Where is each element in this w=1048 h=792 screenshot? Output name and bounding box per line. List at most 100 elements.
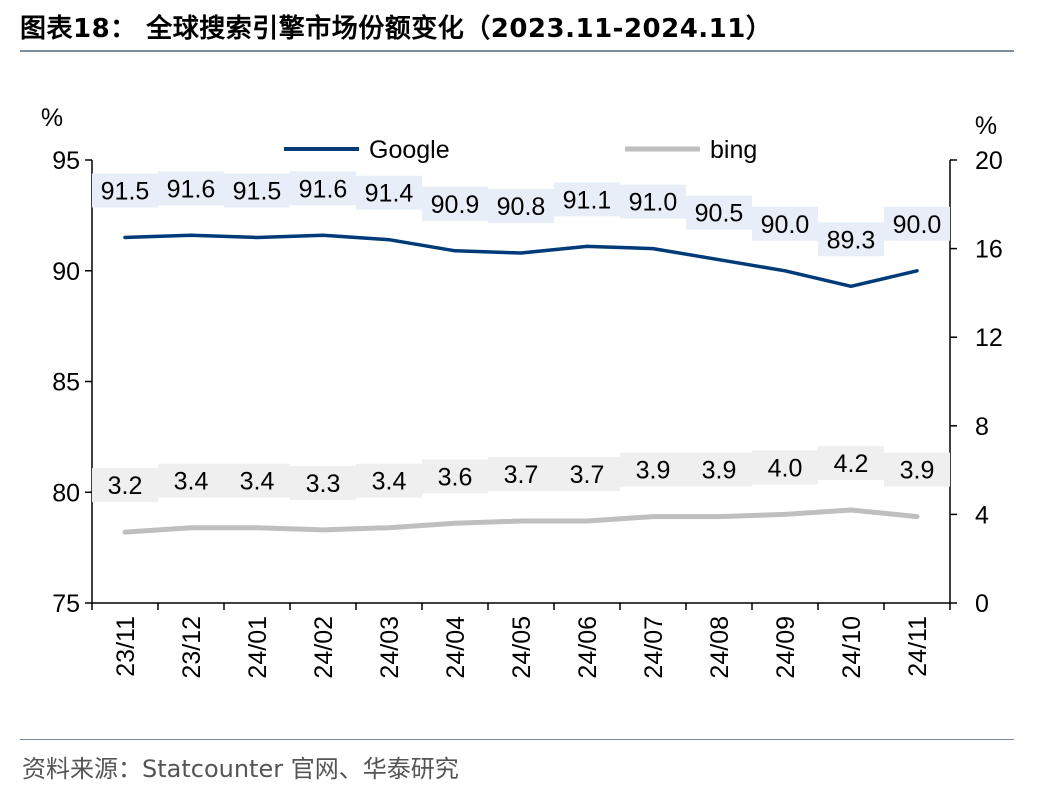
data-label: 3.9 bbox=[636, 457, 671, 485]
right-axis-tick-label: 20 bbox=[975, 147, 1003, 175]
x-axis-tick-label: 23/11 bbox=[112, 616, 140, 677]
left-axis-tick-label: 75 bbox=[52, 590, 80, 618]
data-label: 3.9 bbox=[900, 457, 935, 485]
right-axis-tick-label: 8 bbox=[975, 413, 989, 441]
data-label: 90.5 bbox=[695, 200, 744, 228]
data-label: 3.4 bbox=[372, 468, 407, 496]
bing-point bbox=[915, 514, 919, 519]
data-label-box bbox=[884, 206, 950, 241]
data-label-box bbox=[290, 465, 356, 500]
data-label-box bbox=[488, 457, 554, 492]
data-label-box bbox=[224, 173, 290, 208]
data-label-box bbox=[92, 468, 158, 503]
data-label: 89.3 bbox=[827, 226, 876, 254]
data-label-box bbox=[884, 452, 950, 487]
left-axis-tick-label: 95 bbox=[52, 147, 80, 175]
bing-point bbox=[189, 525, 193, 530]
x-axis-tick-label: 24/04 bbox=[442, 616, 470, 679]
data-label-box bbox=[686, 195, 752, 230]
data-label: 90.0 bbox=[761, 211, 810, 239]
data-label: 3.6 bbox=[438, 463, 473, 491]
right-axis-tick-label: 16 bbox=[975, 236, 1003, 264]
data-label-box bbox=[818, 445, 884, 480]
bing-point bbox=[321, 527, 325, 532]
google-point bbox=[849, 284, 853, 288]
data-label-box bbox=[224, 463, 290, 498]
footer-divider bbox=[20, 739, 1014, 740]
google-point bbox=[717, 258, 721, 262]
data-label: 3.4 bbox=[174, 468, 209, 496]
google-point bbox=[387, 238, 391, 242]
x-axis-tick-label: 24/08 bbox=[706, 616, 734, 679]
data-label: 4.2 bbox=[834, 450, 869, 478]
legend-label-google: Google bbox=[369, 136, 450, 164]
left-axis-unit: % bbox=[41, 104, 63, 132]
data-label-box bbox=[422, 459, 488, 494]
source-note: 资料来源：Statcounter 官网、华泰研究 bbox=[22, 755, 459, 783]
series-lines bbox=[122, 233, 920, 535]
x-axis-tick-label: 23/12 bbox=[178, 616, 206, 679]
bing-point bbox=[651, 514, 655, 519]
bing-point bbox=[849, 507, 853, 512]
right-axis-tick-label: 0 bbox=[975, 590, 989, 618]
bing-point bbox=[717, 514, 721, 519]
data-label-box bbox=[488, 189, 554, 224]
google-point bbox=[189, 233, 193, 237]
data-label-box bbox=[620, 184, 686, 219]
data-label: 3.3 bbox=[306, 470, 341, 498]
data-label: 91.6 bbox=[299, 175, 348, 203]
bing-point bbox=[519, 519, 523, 524]
title-divider bbox=[20, 50, 1014, 52]
right-axis-tick-label: 12 bbox=[975, 324, 1003, 352]
data-label: 90.8 bbox=[497, 193, 546, 221]
data-label: 3.9 bbox=[702, 457, 737, 485]
data-label-box bbox=[620, 452, 686, 487]
data-label: 91.0 bbox=[629, 189, 678, 217]
page-title: 图表18： 全球搜索引擎市场份额变化（2023.11-2024.11） bbox=[20, 14, 773, 44]
data-label-box bbox=[290, 171, 356, 206]
data-label: 91.5 bbox=[233, 178, 282, 206]
x-axis-tick-label: 24/10 bbox=[838, 616, 866, 679]
left-axis-tick-label: 85 bbox=[52, 369, 80, 397]
data-label: 91.5 bbox=[101, 178, 150, 206]
data-label-box bbox=[554, 182, 620, 217]
bing-point bbox=[453, 521, 457, 526]
google-point bbox=[453, 249, 457, 253]
data-label: 90.9 bbox=[431, 191, 480, 219]
bing-point bbox=[783, 512, 787, 517]
data-label: 3.4 bbox=[240, 468, 275, 496]
bing-point bbox=[123, 530, 127, 535]
google-point bbox=[783, 269, 787, 273]
google-point bbox=[915, 269, 919, 273]
data-label: 4.0 bbox=[768, 454, 803, 482]
google-point bbox=[255, 236, 259, 240]
data-labels: 91.5 91.6 91.5 91.6 91.4 90.9 90.8 91.1 91.0 90.5… bbox=[92, 171, 950, 503]
data-label-box bbox=[158, 171, 224, 206]
x-axis-tick-label: 24/07 bbox=[640, 616, 668, 679]
data-label-box bbox=[752, 450, 818, 485]
data-label: 91.1 bbox=[563, 186, 612, 214]
data-label-box bbox=[554, 457, 620, 492]
data-label-box bbox=[92, 173, 158, 208]
bing-point bbox=[255, 525, 259, 530]
google-point bbox=[651, 247, 655, 251]
right-axis-tick-label: 4 bbox=[975, 501, 989, 529]
bing-point bbox=[585, 519, 589, 524]
legend: Google bing bbox=[284, 136, 757, 164]
x-axis-tick-label: 24/11 bbox=[904, 616, 932, 677]
data-label-box bbox=[422, 186, 488, 221]
bing-point bbox=[387, 525, 391, 530]
right-axis-unit: % bbox=[975, 112, 997, 140]
data-label-box bbox=[686, 452, 752, 487]
data-label-box bbox=[356, 463, 422, 498]
x-axis-tick-label: 24/01 bbox=[244, 616, 272, 679]
google-line bbox=[123, 233, 919, 289]
google-point bbox=[123, 236, 127, 240]
left-axis-tick-label: 90 bbox=[52, 258, 80, 286]
x-axis-tick-label: 24/09 bbox=[772, 616, 800, 679]
chart: 75 80 85 90 95% 0 4 8 12 16 20% 23/11 23/12 24/01 24/0… bbox=[41, 104, 1003, 679]
data-label-box bbox=[356, 175, 422, 210]
google-point bbox=[519, 251, 523, 255]
x-axis-tick-label: 24/06 bbox=[574, 616, 602, 679]
x-axis-tick-label: 24/03 bbox=[376, 616, 404, 679]
